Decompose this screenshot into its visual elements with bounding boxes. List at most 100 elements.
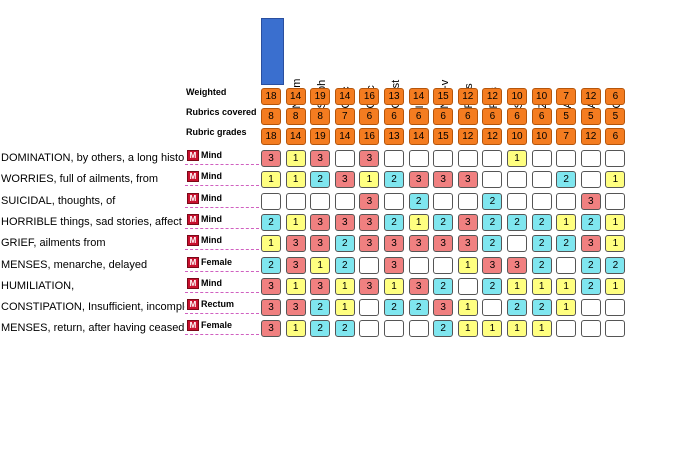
grade-cell[interactable] (334, 150, 355, 167)
grade-cell[interactable]: 2 (384, 299, 404, 317)
grade-cell[interactable] (359, 299, 380, 317)
grade-cell[interactable]: 2 (334, 320, 355, 338)
grade-cell[interactable]: 2 (580, 256, 601, 274)
grade-cell[interactable] (531, 171, 552, 189)
rubric-label[interactable]: MENSES, return, after having ceased (1, 322, 185, 335)
grade-cell[interactable] (457, 150, 478, 167)
grade-cell[interactable]: 3 (285, 235, 306, 253)
grade-cell[interactable]: 2 (556, 235, 577, 253)
grade-cell[interactable]: 1 (605, 235, 626, 253)
remedy-header[interactable]: Caust (384, 18, 407, 109)
grade-cell[interactable] (531, 150, 552, 167)
rubric-label[interactable]: MENSES, menarche, delayed (1, 258, 148, 271)
grade-cell[interactable] (580, 171, 601, 189)
grade-cell[interactable] (556, 150, 577, 167)
grade-cell[interactable]: 1 (384, 277, 404, 295)
grade-cell[interactable]: 3 (408, 277, 429, 295)
grade-cell[interactable] (261, 192, 281, 210)
grade-cell[interactable]: 3 (507, 256, 527, 274)
rubric-label[interactable]: SUICIDAL, thoughts, of (1, 194, 116, 207)
grade-cell[interactable] (605, 299, 626, 317)
grade-cell[interactable] (556, 192, 577, 210)
grade-cell[interactable]: 2 (507, 299, 527, 317)
grade-cell[interactable]: 2 (556, 171, 577, 189)
grade-cell[interactable]: 2 (605, 256, 626, 274)
grade-cell[interactable]: 3 (359, 150, 380, 167)
remedy-header[interactable]: Aur (581, 18, 604, 108)
grade-cell[interactable]: 3 (384, 235, 404, 253)
grade-cell[interactable]: 1 (457, 299, 478, 317)
grade-cell[interactable] (433, 192, 454, 210)
remedy-header[interactable]: Staph (310, 18, 333, 109)
grade-cell[interactable]: 2 (334, 235, 355, 253)
grade-cell[interactable]: 1 (285, 320, 306, 338)
grade-cell[interactable]: 2 (433, 213, 454, 231)
rubric-label[interactable]: WORRIES, full of ailments, from (1, 173, 159, 186)
remedy-header[interactable]: Lyc (261, 18, 284, 109)
grade-cell[interactable] (507, 171, 527, 189)
grade-cell[interactable]: 3 (310, 150, 331, 167)
grade-cell[interactable] (482, 171, 503, 189)
grade-cell[interactable]: 1 (507, 150, 527, 167)
grade-cell[interactable]: 3 (433, 235, 454, 253)
grade-cell[interactable]: 3 (310, 277, 331, 295)
grade-cell[interactable]: 3 (482, 256, 503, 274)
grade-cell[interactable]: 2 (433, 277, 454, 295)
grade-cell[interactable] (482, 150, 503, 167)
grade-cell[interactable] (507, 235, 527, 253)
grade-cell[interactable] (580, 150, 601, 167)
grade-cell[interactable]: 1 (261, 171, 281, 189)
rubric-label[interactable]: HUMILIATION, (1, 279, 75, 292)
grade-cell[interactable]: 1 (507, 320, 527, 338)
grade-cell[interactable]: 3 (334, 213, 355, 231)
grade-cell[interactable] (531, 192, 552, 210)
remedy-header[interactable]: Nat-m (286, 18, 309, 109)
grade-cell[interactable]: 3 (359, 277, 380, 295)
grade-cell[interactable]: 3 (384, 256, 404, 274)
grade-cell[interactable]: 3 (261, 150, 281, 167)
grade-cell[interactable]: 1 (285, 277, 306, 295)
grade-cell[interactable]: 1 (556, 299, 577, 317)
grade-cell[interactable]: 1 (334, 299, 355, 317)
grade-cell[interactable] (605, 150, 626, 167)
grade-cell[interactable]: 1 (605, 213, 626, 231)
grade-cell[interactable]: 2 (408, 192, 429, 210)
grade-cell[interactable]: 2 (482, 235, 503, 253)
grade-cell[interactable]: 1 (334, 277, 355, 295)
grade-cell[interactable]: 1 (285, 213, 306, 231)
rubric-label[interactable]: GRIEF, ailments from (1, 237, 106, 250)
remedy-header[interactable]: Carc (359, 18, 382, 108)
grade-cell[interactable]: 1 (482, 320, 503, 338)
grade-cell[interactable]: 2 (408, 299, 429, 317)
grade-cell[interactable] (334, 192, 355, 210)
grade-cell[interactable]: 1 (457, 320, 478, 338)
grade-cell[interactable] (556, 256, 577, 274)
grade-cell[interactable]: 2 (261, 213, 281, 231)
grade-cell[interactable]: 2 (334, 256, 355, 274)
grade-cell[interactable]: 2 (482, 192, 503, 210)
grade-cell[interactable]: 3 (457, 235, 478, 253)
grade-cell[interactable]: 2 (580, 277, 601, 295)
remedy-header[interactable]: Con (605, 18, 628, 108)
grade-cell[interactable] (384, 150, 404, 167)
grade-cell[interactable] (580, 320, 601, 338)
remedy-header[interactable]: Calc (335, 18, 358, 108)
grade-cell[interactable] (408, 320, 429, 338)
grade-cell[interactable] (359, 256, 380, 274)
grade-cell[interactable]: 1 (531, 320, 552, 338)
grade-cell[interactable] (285, 192, 306, 210)
grade-cell[interactable]: 1 (556, 213, 577, 231)
grade-cell[interactable]: 1 (605, 277, 626, 295)
rubric-label[interactable]: HORRIBLE things, sad stories, affect her… (1, 215, 185, 228)
grade-cell[interactable]: 3 (310, 235, 331, 253)
grade-cell[interactable]: 1 (359, 171, 380, 189)
grade-cell[interactable]: 2 (433, 320, 454, 338)
remedy-header[interactable]: Phos (458, 18, 481, 108)
grade-cell[interactable]: 3 (457, 213, 478, 231)
grade-cell[interactable]: 3 (433, 171, 454, 189)
grade-cell[interactable]: 2 (310, 299, 331, 317)
grade-cell[interactable]: 3 (310, 213, 331, 231)
grade-cell[interactable] (359, 320, 380, 338)
grade-cell[interactable]: 2 (507, 213, 527, 231)
grade-cell[interactable]: 3 (457, 171, 478, 189)
